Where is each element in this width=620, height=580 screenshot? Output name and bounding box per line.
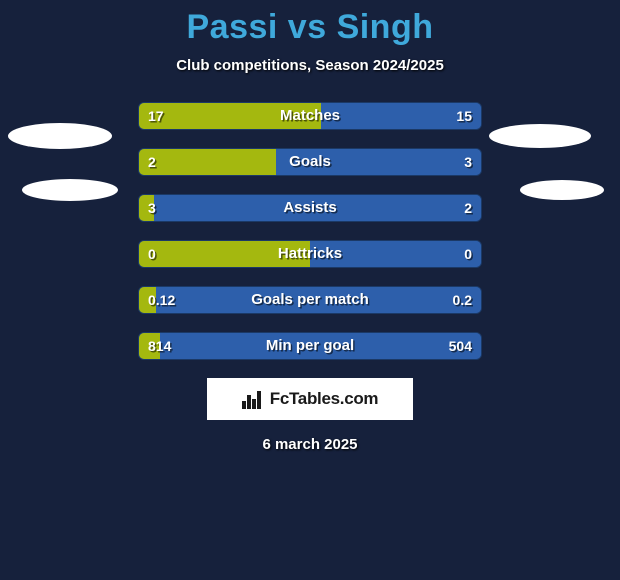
- bar-right-fill: [321, 103, 481, 129]
- bar-track: [138, 194, 482, 222]
- stat-row: Hattricks00: [0, 240, 620, 268]
- placeholder-ellipse: [489, 124, 591, 148]
- bar-left-fill: [139, 195, 154, 221]
- stat-row: Min per goal814504: [0, 332, 620, 360]
- bar-track: [138, 102, 482, 130]
- placeholder-ellipse: [520, 180, 604, 200]
- bar-right-fill: [276, 149, 481, 175]
- subtitle: Club competitions, Season 2024/2025: [0, 57, 620, 74]
- watermark: FcTables.com: [207, 378, 413, 420]
- bar-left-fill: [139, 149, 276, 175]
- bar-right-fill: [154, 195, 481, 221]
- watermark-text: FcTables.com: [270, 389, 379, 409]
- chart-icon: [242, 389, 264, 409]
- bar-track: [138, 332, 482, 360]
- bar-left-fill: [139, 287, 156, 313]
- stat-row: Goals per match0.120.2: [0, 286, 620, 314]
- placeholder-ellipse: [8, 123, 112, 149]
- bar-right-fill: [310, 241, 481, 267]
- placeholder-ellipse: [22, 179, 118, 201]
- bar-left-fill: [139, 103, 321, 129]
- date-text: 6 march 2025: [0, 436, 620, 453]
- stat-row: Goals23: [0, 148, 620, 176]
- page-title: Passi vs Singh: [0, 0, 620, 47]
- bar-right-fill: [156, 287, 481, 313]
- bar-track: [138, 240, 482, 268]
- bar-track: [138, 286, 482, 314]
- bar-left-fill: [139, 241, 310, 267]
- bar-right-fill: [160, 333, 481, 359]
- bar-left-fill: [139, 333, 160, 359]
- bar-track: [138, 148, 482, 176]
